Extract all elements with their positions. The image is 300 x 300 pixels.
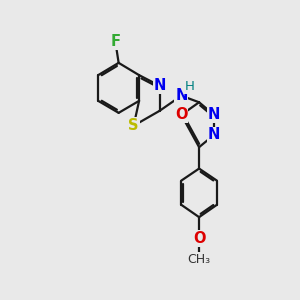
Text: H: H: [184, 80, 194, 93]
Text: O: O: [193, 231, 205, 246]
Text: S: S: [128, 118, 139, 133]
Text: CH₃: CH₃: [188, 253, 211, 266]
Text: N: N: [153, 78, 166, 93]
Text: N: N: [175, 88, 188, 103]
Text: N: N: [208, 107, 220, 122]
Text: O: O: [175, 107, 188, 122]
Text: F: F: [111, 34, 121, 49]
Text: N: N: [208, 128, 220, 142]
